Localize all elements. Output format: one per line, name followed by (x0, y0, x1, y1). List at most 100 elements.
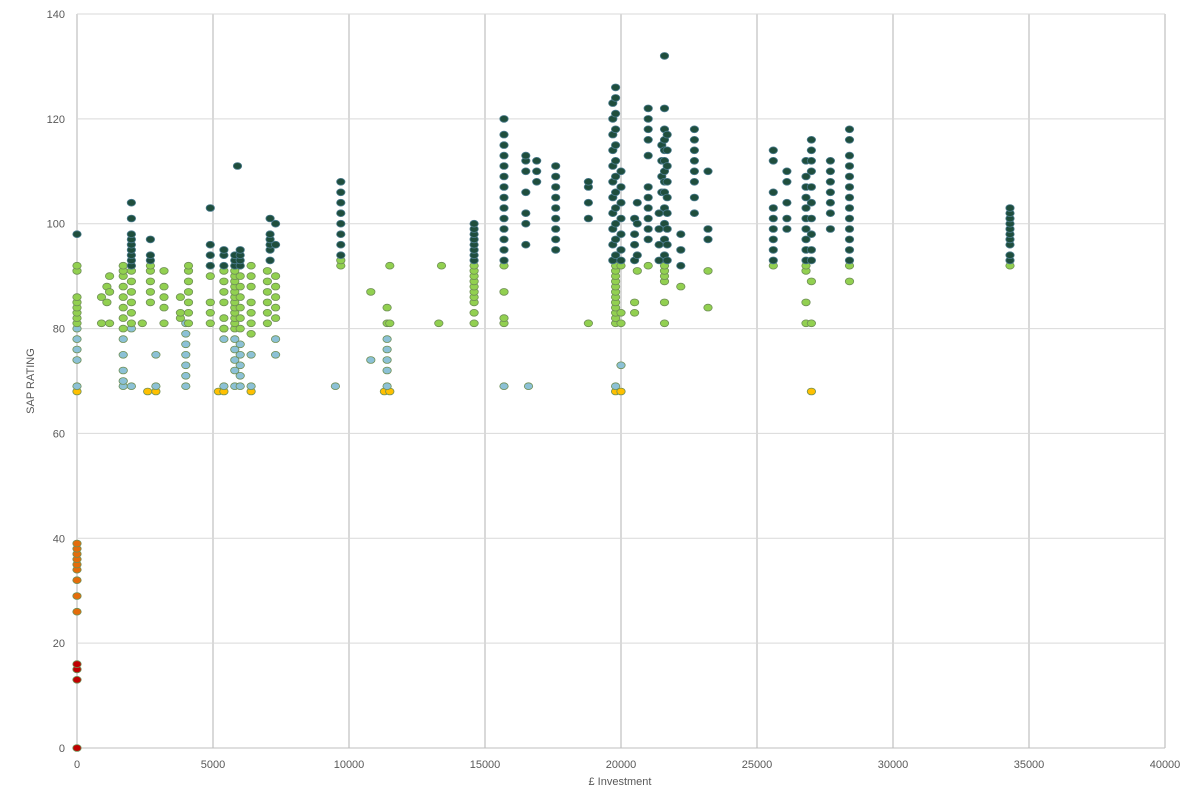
data-point (118, 261, 128, 270)
data-point (246, 350, 256, 359)
data-point (382, 303, 392, 312)
data-point (689, 167, 700, 176)
data-point (219, 246, 229, 254)
data-point (183, 277, 194, 286)
data-point (610, 204, 621, 212)
data-point (270, 282, 281, 291)
data-point (72, 382, 82, 391)
x-tick-label: 30000 (878, 759, 909, 771)
data-point (262, 267, 272, 275)
data-point (643, 261, 653, 270)
data-point (96, 319, 107, 328)
data-point (583, 178, 594, 186)
data-point (382, 335, 392, 343)
data-point (159, 267, 169, 275)
data-point (844, 125, 855, 134)
data-point (551, 246, 561, 254)
data-point (262, 319, 272, 328)
data-point (825, 167, 836, 176)
data-point (230, 356, 240, 364)
data-point (768, 157, 778, 165)
data-point (270, 293, 281, 301)
data-point (616, 319, 626, 328)
data-point (768, 214, 778, 223)
data-point (616, 230, 626, 239)
data-point (629, 230, 640, 239)
data-point (126, 198, 136, 207)
data-point (105, 288, 115, 296)
data-point (205, 240, 215, 249)
data-point (610, 188, 621, 197)
data-point (806, 387, 817, 396)
data-point (703, 267, 713, 275)
data-point (499, 235, 509, 244)
data-point (806, 256, 817, 265)
data-point (270, 335, 281, 343)
data-point (806, 146, 817, 155)
data-point (676, 230, 686, 239)
data-point (366, 356, 376, 364)
data-point (235, 350, 245, 359)
data-point (768, 235, 778, 244)
y-tick-label: 80 (53, 324, 65, 336)
data-point (499, 141, 509, 149)
data-point (219, 298, 229, 307)
data-point (469, 319, 479, 328)
data-point (632, 251, 642, 260)
data-point (616, 214, 626, 223)
data-point (246, 282, 256, 291)
data-point (181, 350, 191, 359)
data-point (105, 319, 115, 328)
data-point (499, 382, 509, 391)
data-point (336, 188, 346, 197)
data-point (262, 298, 272, 307)
x-tick-label: 20000 (606, 759, 637, 771)
data-point (72, 592, 82, 600)
data-point (246, 272, 256, 280)
data-point (175, 308, 185, 317)
data-point (801, 204, 811, 212)
data-point (183, 308, 194, 317)
data-point (219, 261, 229, 270)
data-point (768, 204, 778, 212)
data-point (366, 288, 376, 296)
data-point (126, 277, 136, 286)
data-point (610, 141, 621, 149)
data-point (336, 251, 346, 260)
data-point (844, 225, 855, 233)
data-point (806, 214, 817, 223)
data-point (844, 151, 855, 160)
data-point (703, 167, 713, 176)
tick-labels: 0 5000 10000 15000 20000 25000 30000 35000 40000… (47, 9, 1181, 771)
data-point (137, 319, 147, 328)
data-point (643, 136, 653, 144)
data-point (118, 350, 128, 359)
data-point (844, 277, 855, 286)
data-point (551, 204, 561, 212)
data-point (689, 178, 700, 186)
data-point (72, 345, 82, 354)
data-point (616, 308, 626, 317)
data-point (72, 261, 82, 270)
data-point (825, 225, 836, 233)
data-point (551, 193, 561, 202)
data-point (689, 146, 700, 155)
data-point (610, 382, 621, 391)
data-point (768, 246, 778, 254)
x-tick-label: 15000 (470, 759, 501, 771)
data-point (205, 251, 215, 260)
y-tick-label: 60 (53, 428, 65, 440)
data-point (806, 157, 817, 165)
data-point (844, 162, 855, 170)
data-point (806, 319, 817, 328)
data-point (219, 335, 229, 343)
x-tick-label: 35000 (1014, 759, 1045, 771)
data-point (72, 675, 82, 684)
data-point (126, 288, 136, 296)
data-point (521, 188, 531, 197)
data-point (643, 225, 653, 233)
data-point (632, 267, 642, 275)
data-point (499, 288, 509, 296)
data-point (183, 261, 194, 270)
